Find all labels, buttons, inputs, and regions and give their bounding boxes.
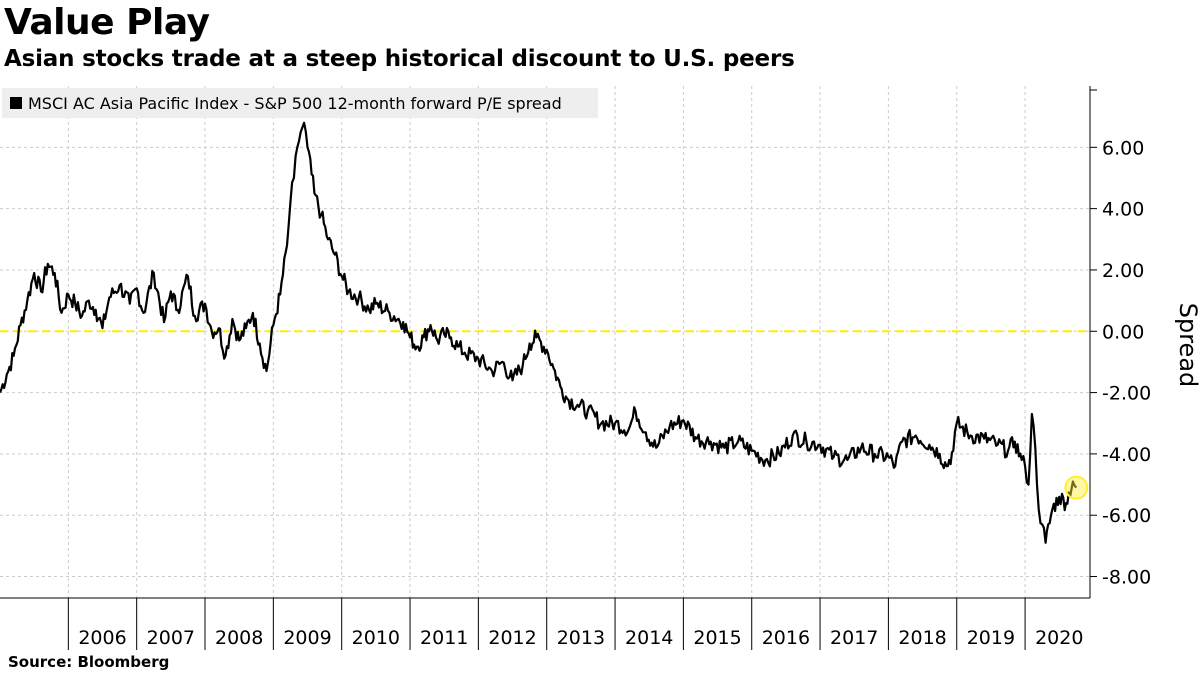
series-line [0, 121, 1078, 544]
y-axis-label-wrap: Spread [1168, 300, 1200, 390]
x-tick-label: 2009 [283, 627, 331, 649]
x-tick-label: 2020 [1035, 627, 1083, 649]
gridlines [0, 86, 1090, 598]
y-tick-label: 0.00 [1102, 321, 1144, 343]
x-tick-label: 2011 [420, 627, 468, 649]
source-note: Source: Bloomberg [8, 653, 170, 671]
legend: MSCI AC Asia Pacific Index - S&P 500 12-… [2, 88, 598, 118]
x-tick-label: 2006 [78, 627, 126, 649]
axes [0, 86, 1091, 599]
x-tick-label: 2012 [488, 627, 536, 649]
x-tick-label: 2007 [147, 627, 195, 649]
x-tick-label: 2013 [557, 627, 605, 649]
x-tick-label: 2015 [693, 627, 741, 649]
y-tick-label: -2.00 [1102, 383, 1151, 405]
x-tick-label: 2018 [898, 627, 946, 649]
y-tick-label: 6.00 [1102, 137, 1144, 159]
legend-label: MSCI AC Asia Pacific Index - S&P 500 12-… [28, 93, 562, 113]
y-axis-label: Spread [1174, 302, 1200, 388]
x-axis-ticks: 2006 2007 2008 2009 2010 2011 2012 2013 2014 2015… [67, 598, 1083, 650]
y-axis-ticks: 6.00 4.00 2.00 0.00 -2.00 -4.00 -6.00 -8.00 [1090, 89, 1151, 589]
chart-title: Value Play [4, 2, 210, 43]
x-tick-label: 2016 [762, 627, 810, 649]
y-tick-label: -4.00 [1102, 444, 1151, 466]
x-tick-label: 2017 [830, 627, 878, 649]
y-tick-label: 4.00 [1102, 199, 1144, 221]
legend-swatch [10, 97, 22, 109]
x-tick-label: 2010 [352, 627, 400, 649]
last-point-highlight [1064, 475, 1089, 500]
x-tick-label: 2008 [215, 627, 263, 649]
x-tick-label: 2019 [967, 627, 1015, 649]
x-tick-label: 2014 [625, 627, 673, 649]
chart-subtitle: Asian stocks trade at a steep historical… [4, 46, 795, 72]
y-tick-label: -6.00 [1102, 505, 1151, 527]
y-tick-label: 2.00 [1102, 260, 1144, 282]
y-tick-label: -8.00 [1102, 567, 1151, 589]
